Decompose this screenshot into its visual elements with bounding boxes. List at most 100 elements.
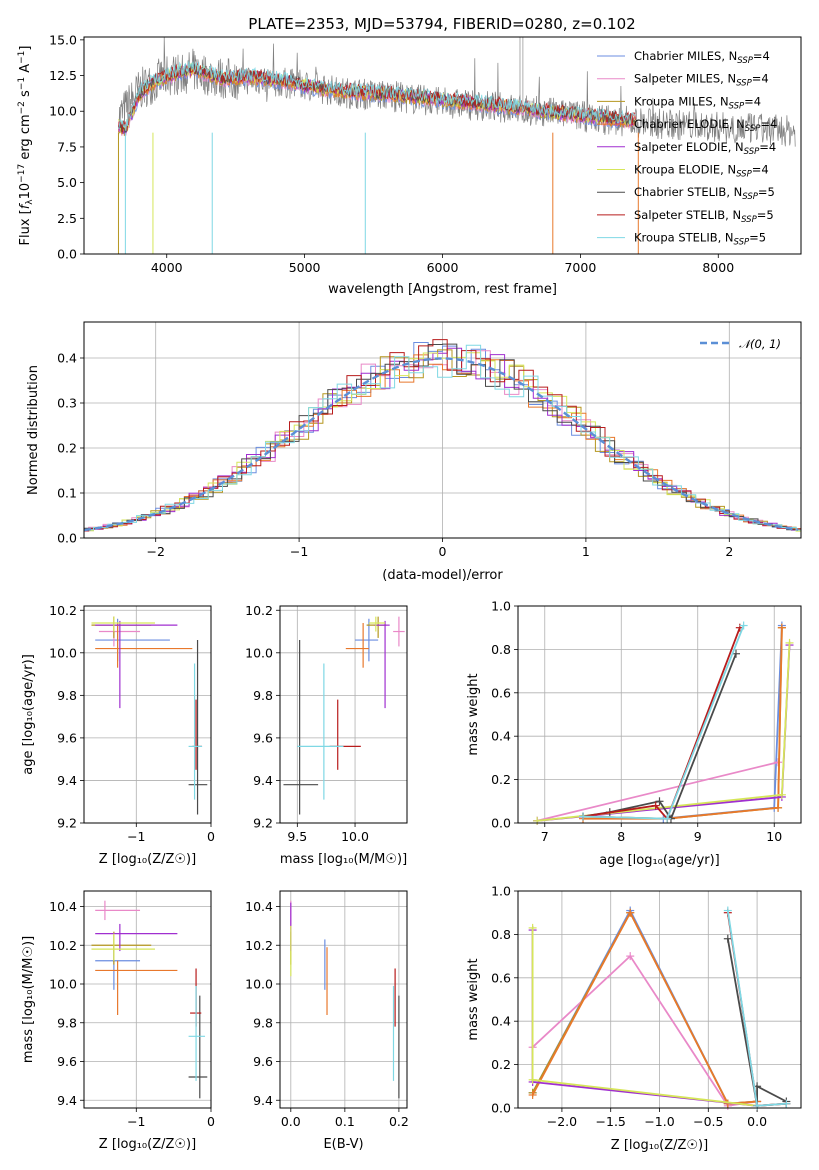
- legend-sub: SSP: [744, 147, 760, 157]
- y-tick-label: 10.4: [245, 899, 273, 914]
- legend-tail: =4: [752, 72, 769, 86]
- y-tick-label: 0.2: [57, 441, 77, 456]
- y-tick-label: 1.0: [491, 884, 511, 899]
- legend-name: Chabrier MILES, N: [634, 49, 737, 63]
- mass-weight-line: [536, 761, 779, 822]
- y-tick-label: 9.6: [57, 1054, 77, 1069]
- x-tick-label: 10.0: [341, 829, 369, 844]
- legend-sub: SSP: [734, 238, 750, 248]
- x-tick-label: 0.0: [281, 1114, 301, 1129]
- legend-sub: SSP: [729, 101, 745, 111]
- plot-frame: [517, 890, 802, 1109]
- plot-frame: [517, 605, 802, 824]
- y-tick-label: 10.2: [245, 603, 273, 618]
- gaussian-curve: [84, 357, 799, 532]
- mass-weight-line: [582, 627, 741, 821]
- age_vs_Z-panel: −1 0 9.2 9.4 9.6 9.8 10.0 10.2 Z [log₁₀(Z/Z☉)] ag…: [21, 603, 215, 867]
- y-tick-label: 1.0: [491, 599, 511, 614]
- spectrum-panel: 4000 5000 6000 7000 8000 0.0 2.5 5.0 7.5 10.0 12.5…: [17, 32, 802, 297]
- legend-sub: SSP: [737, 56, 753, 66]
- model-spectrum-line: [118, 61, 636, 132]
- label-part: −17: [17, 164, 27, 183]
- mass-weight-line: [531, 910, 758, 1105]
- y-tick-label: 10.2: [49, 603, 77, 618]
- y-tick-label: 2.5: [57, 211, 77, 226]
- y-tick-label: 0.4: [57, 351, 77, 366]
- plot-frame: [279, 605, 408, 824]
- x-tick-label: −2: [146, 544, 164, 559]
- legend-entry: Chabrier STELIB, NSSP=5: [634, 185, 775, 202]
- legend-entry: Kroupa STELIB, NSSP=5: [634, 231, 766, 248]
- y-tick-label: 0.2: [491, 1057, 511, 1072]
- x-tick-label: 9.5: [287, 829, 307, 844]
- label-part: −2: [17, 101, 27, 114]
- plot-frame: [83, 321, 802, 539]
- x-tick-label: 9: [694, 829, 702, 844]
- residual-histogram: [84, 339, 801, 532]
- legend-entry: Kroupa ELODIE, NSSP=4: [634, 163, 769, 180]
- residual-histogram: [84, 343, 801, 532]
- x-axis-label: E(B-V): [323, 1137, 363, 1152]
- y-axis-label: Normed distribution: [26, 365, 41, 495]
- x-tick-label: −1: [127, 1114, 145, 1129]
- y-tick-label: 0.8: [491, 927, 511, 942]
- x-axis-label: Z [log₁₀(Z/Z☉)]: [611, 1138, 708, 1153]
- x-tick-label: 10: [766, 829, 782, 844]
- massweight_vs_age-panel: 7 8 9 10 0.0 0.2 0.4 0.6 0.8 1.0 age [log₁₀(age/yr…: [466, 599, 802, 868]
- legend-name: Kroupa STELIB, N: [634, 231, 734, 245]
- y-tick-label: 0.8: [491, 642, 511, 657]
- x-tick-label: 0: [207, 829, 215, 844]
- legend-tail: =4: [744, 94, 761, 108]
- plot-frame: [83, 890, 212, 1109]
- y-tick-label: 0.1: [57, 486, 77, 501]
- y-tick-label: 9.4: [253, 773, 273, 788]
- y-tick-label: 15.0: [49, 32, 77, 47]
- legend-sub: SSP: [742, 192, 758, 202]
- y-tick-label: 0.0: [491, 816, 511, 831]
- label-part: λ: [25, 199, 35, 205]
- legend-tail: =4: [753, 49, 770, 63]
- y-tick-label: 10.4: [49, 899, 77, 914]
- x-tick-label: −1.5: [596, 1114, 626, 1129]
- y-tick-label: 10.0: [49, 977, 77, 992]
- y-tick-label: 9.8: [253, 1015, 273, 1030]
- label-part: −1: [17, 51, 27, 64]
- x-tick-label: 7000: [564, 260, 596, 275]
- x-tick-label: 0.0: [747, 1114, 767, 1129]
- x-axis-label: wavelength [Angstrom, rest frame]: [328, 282, 557, 297]
- x-tick-label: −1.0: [644, 1114, 674, 1129]
- y-tick-label: 5.0: [57, 175, 77, 190]
- y-tick-label: 10.2: [245, 938, 273, 953]
- mass-weight-line: [726, 938, 787, 1106]
- model-spectrum-line: [118, 65, 636, 136]
- label-part: f: [18, 202, 33, 209]
- x-axis-label: mass [log₁₀(M/M☉)]: [280, 852, 407, 867]
- x-tick-label: 5000: [289, 260, 321, 275]
- residuals-panel: −2 −1 0 1 2 0.0 0.1 0.2 0.3 0.4 (data-model)/error…: [26, 321, 802, 583]
- y-tick-label: 9.6: [253, 730, 273, 745]
- massweight_vs_Z-panel: −2.0 −1.5 −1.0 −0.5 0.0 0.0 0.2 0.4 0.6 0.8 1.0 Z […: [466, 884, 802, 1153]
- y-tick-label: 9.2: [57, 816, 77, 831]
- y-tick-label: 9.4: [57, 1093, 77, 1108]
- y-tick-label: 0.4: [491, 729, 511, 744]
- legend-name: Kroupa ELODIE, N: [634, 163, 736, 177]
- charts-layer: 4000 5000 6000 7000 80000.02.55.07.510.012.5…: [17, 32, 802, 1153]
- residuals-plot-area: [84, 339, 801, 532]
- y-tick-label: 0.0: [491, 1101, 511, 1116]
- y-tick-label: 0.0: [57, 531, 77, 546]
- legend-entry: Salpeter MILES, NSSP=4: [634, 72, 769, 89]
- x-tick-label: −1: [127, 829, 145, 844]
- figure-title: PLATE=2353, MJD=53794, FIBERID=0280, z=0…: [248, 15, 635, 33]
- age_vs_mass-panel: 9.5 10.0 9.2 9.4 9.6 9.8 10.0 10.2 mass [log₁₀(M…: [245, 603, 408, 867]
- legend-sub: SSP: [741, 215, 757, 225]
- y-tick-label: 9.8: [253, 688, 273, 703]
- y-tick-label: 7.5: [57, 139, 77, 154]
- y-axis-label: mass weight: [466, 673, 481, 755]
- legend-entry: Chabrier ELODIE, NSSP=4: [634, 117, 777, 134]
- mass-weight-line: [537, 645, 791, 822]
- y-tick-label: 0.6: [491, 970, 511, 985]
- legend-tail: =5: [749, 231, 766, 245]
- label-part: s: [18, 90, 33, 101]
